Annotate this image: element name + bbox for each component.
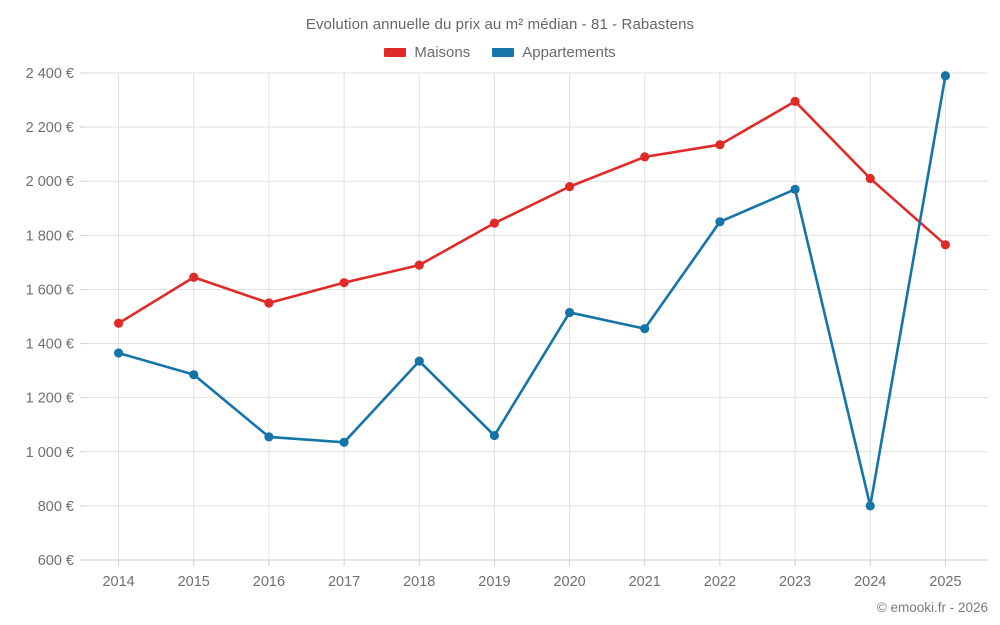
data-point-marker[interactable]: 2025 : 2390 — [940, 71, 951, 81]
x-axis-tick-label: 2021 — [629, 574, 661, 590]
data-point-marker[interactable]: 2024 : 800 — [865, 501, 875, 511]
x-axis-tick-label: 2022 — [704, 574, 736, 590]
x-axis-tick-label: 2020 — [553, 574, 585, 590]
y-axis-tick-label: 1 000 € — [26, 445, 74, 461]
data-point-marker[interactable]: 2014 : 1475 — [113, 318, 124, 328]
data-point-marker[interactable]: 2022 : 2135 — [715, 140, 725, 150]
data-point-marker[interactable]: 2023 : 2295 — [790, 96, 800, 107]
data-point-marker[interactable]: 2016 : 1550 — [264, 298, 274, 308]
x-axis-tick-label: 2019 — [478, 574, 510, 590]
data-point-marker[interactable]: 2022 : 1850 — [715, 217, 725, 227]
data-point-marker[interactable]: 2018 : 1335 — [414, 356, 424, 366]
data-point-marker[interactable]: 2020 : 1980 — [564, 182, 575, 192]
data-point-marker[interactable]: 2025 : 1765 — [940, 240, 951, 250]
series-line-maisons — [117, 100, 947, 325]
x-axis-tick-label: 2017 — [328, 574, 360, 590]
y-axis-tick-label: 2 400 € — [26, 66, 74, 82]
y-axis-tick-label: 2 200 € — [26, 120, 74, 136]
data-point-marker[interactable]: 2014 : 1365 — [113, 348, 124, 358]
legend-item-appartements[interactable]: Appartements — [492, 44, 616, 61]
data-point-marker[interactable]: 2017 : 1625 — [339, 278, 349, 288]
x-axis-tick-label: 2018 — [403, 574, 435, 590]
chart-legend: Maisons Appartements — [0, 44, 1000, 61]
data-point-marker[interactable]: 2016 : 1055 — [264, 432, 274, 442]
data-point-marker[interactable]: 2024 : 2010 — [865, 173, 875, 184]
data-point-marker[interactable]: 2015 : 1645 — [189, 272, 199, 282]
x-axis-tick-label: 2024 — [854, 574, 886, 590]
x-axis-tick-label: 2023 — [779, 574, 811, 590]
data-point-marker[interactable]: 2018 : 1690 — [414, 260, 424, 270]
legend-label-maisons: Maisons — [414, 44, 471, 61]
legend-swatch-appartements — [492, 48, 515, 57]
y-axis-tick-label: 1 200 € — [26, 391, 74, 407]
y-axis-tick-label: 800 € — [38, 499, 74, 515]
x-axis-tick-label: 2015 — [178, 574, 210, 590]
series-line-appartements — [117, 74, 947, 508]
data-point-marker[interactable]: 2017 : 1035 — [339, 437, 349, 447]
data-point-marker[interactable]: 2019 : 1060 — [489, 430, 500, 441]
data-point-marker[interactable]: 2015 : 1285 — [189, 370, 199, 380]
data-point-marker[interactable]: 2021 : 2090 — [640, 152, 650, 162]
x-axis-tick-label: 2025 — [929, 574, 961, 590]
y-axis-tick-label: 1 400 € — [26, 337, 74, 353]
chart-title: Evolution annuelle du prix au m² médian … — [305, 16, 695, 33]
data-point-marker[interactable]: 2020 : 1515 — [564, 307, 575, 318]
data-point-marker[interactable]: 2023 : 1970 — [790, 184, 800, 194]
y-axis-tick-label: 600 € — [38, 553, 74, 569]
data-point-marker[interactable]: 2019 : 1845 — [489, 218, 500, 228]
legend-label-appartements: Appartements — [522, 44, 616, 61]
legend-item-maisons[interactable]: Maisons — [384, 44, 470, 61]
x-axis-tick-label: 2014 — [102, 574, 134, 590]
y-axis-tick-label: 2 000 € — [26, 174, 74, 190]
data-point-marker[interactable]: 2021 : 1455 — [640, 324, 650, 334]
copyright-credit: © emooki.fr - 2026 — [876, 600, 988, 615]
legend-swatch-maisons — [384, 48, 407, 57]
y-axis-tick-label: 1 600 € — [26, 282, 74, 298]
y-axis-tick-label: 1 800 € — [26, 228, 74, 244]
x-axis-tick-label: 2016 — [253, 574, 285, 590]
